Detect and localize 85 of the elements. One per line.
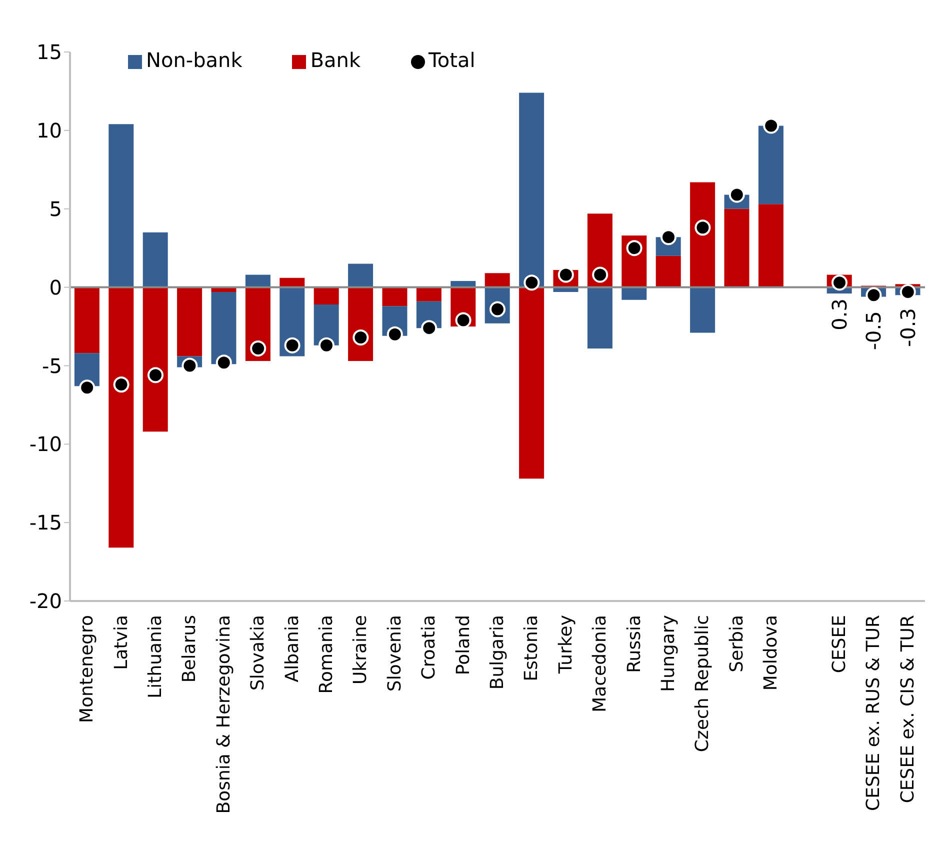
point [284,337,300,354]
point [79,380,96,396]
point [250,340,266,356]
bar [382,287,408,306]
point [421,320,438,336]
bar [108,287,134,548]
x-tick-label: Hungary [658,614,679,692]
point [728,186,745,203]
bar [245,274,270,288]
bar [519,92,544,288]
x-tick-label: Serbia [726,615,748,672]
point [318,337,334,354]
x-tick-label: Poland [452,615,474,676]
point [558,266,574,283]
x-tick-label: Bosnia & Herzegovina [213,615,234,814]
point [182,358,198,374]
bar [690,182,716,288]
x-tick-label: Albania [282,615,303,682]
y-tick-label: -20 [29,589,62,614]
x-tick-label: Macedonia [590,615,611,712]
bar [758,204,784,288]
bar [314,287,339,305]
data-label: -0.5 [862,311,886,350]
x-tick-label: Turkey [555,614,576,675]
bar [177,287,202,356]
bar [74,353,100,386]
bar [74,287,100,354]
bar [142,232,168,288]
x-tick-label: Moldova [760,615,782,691]
bar [724,208,750,288]
point [113,376,130,393]
x-tick-label: Bulgaria [487,615,508,690]
x-tick-label: Ukraine [350,615,372,685]
x-tick-label: Latvia [110,615,132,670]
x-tick-label: CESEE [829,615,850,674]
data-label: 0.3 [828,298,852,330]
legend-label: Total [428,48,476,72]
y-tick-label: 0 [49,275,62,300]
point [866,287,882,304]
point [592,266,608,283]
point [148,367,164,384]
bar [656,256,681,288]
y-tick-label: -15 [29,510,62,535]
legend-label: Non-bank [146,48,242,72]
bar [348,264,374,288]
legend-label: Bank [310,48,361,72]
bar [519,287,544,479]
x-tick-label: Croatia [418,615,440,680]
x-tick-label: Belarus [179,615,200,683]
bar [108,124,134,288]
point [524,274,540,291]
y-tick-label: -5 [42,354,62,378]
point [455,312,472,328]
point [763,118,780,134]
y-tick-label: 5 [49,196,62,221]
x-tick-label: Slovenia [384,615,406,692]
bar [690,287,716,333]
bar [314,304,339,346]
point [352,329,369,346]
bar [142,287,168,432]
bar [416,287,442,302]
x-tick-label: Czech Republic [692,615,714,752]
bar [758,126,784,204]
x-tick-label: Montenegro [76,615,98,724]
x-tick-label: Romania [316,615,337,694]
point [832,274,848,291]
point [216,354,232,371]
data-label: -0.3 [896,308,920,348]
x-tick-label: Russia [624,615,645,673]
point [660,229,676,246]
bar [211,292,236,364]
point [386,326,403,342]
x-tick-label: Lithuania [145,615,166,698]
point [900,284,916,300]
x-tick-label: CESEE ex. CIS & TUR [897,615,918,804]
x-tick-label: Slovakia [248,615,269,691]
point [626,240,642,256]
point [694,220,711,236]
y-tick-label: 10 [36,118,62,143]
y-tick-label: 15 [36,40,62,64]
bar [484,273,510,288]
y-tick-label: -10 [29,432,62,456]
x-tick-label: Estonia [521,615,542,682]
bar [587,287,612,348]
x-tick-label: CESEE ex. RUS & TUR [863,615,884,811]
